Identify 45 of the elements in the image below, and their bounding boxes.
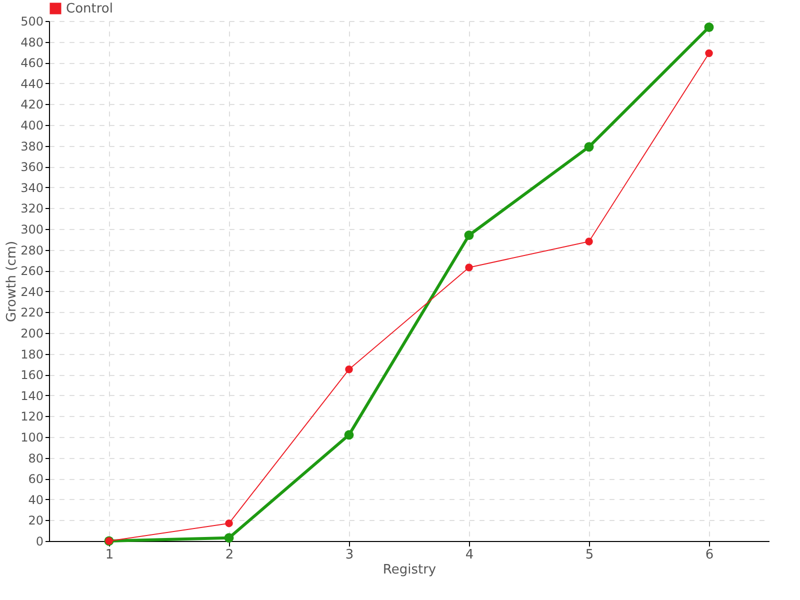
point [225, 519, 233, 528]
y-tick-label: 240 [20, 284, 44, 299]
y-tick-label: 500 [20, 14, 44, 28]
y-tick-label: 280 [20, 243, 44, 258]
y-tick-label: 480 [20, 35, 44, 50]
y-tick-label: 140 [20, 388, 44, 403]
y-tick-label: 260 [20, 264, 44, 278]
y-tick-label: 460 [20, 56, 44, 70]
y-tick-label: 180 [20, 347, 44, 362]
point [584, 142, 594, 152]
y-tick-label: 60 [28, 472, 44, 486]
y-tick-label: 120 [20, 410, 44, 424]
y-tick-label: 80 [28, 451, 44, 466]
point [705, 49, 713, 58]
y-tick-label: 440 [20, 76, 44, 91]
point [465, 264, 473, 272]
point [345, 366, 353, 374]
y-tick-label: 220 [20, 306, 44, 320]
x-tick-label: 6 [705, 548, 714, 562]
point [344, 430, 354, 440]
y-tick-label: 320 [20, 202, 44, 216]
x-tick-label: 2 [225, 548, 234, 562]
y-tick-label: 0 [36, 534, 44, 548]
y-tick-label: 400 [20, 118, 44, 132]
y-tick-label: 380 [20, 139, 44, 154]
y-tick-label: 40 [28, 492, 44, 507]
point [224, 533, 234, 543]
x-axis-title: Registry [382, 562, 436, 578]
y-tick-label: 20 [28, 514, 44, 528]
legend-label: Control [66, 2, 113, 16]
y-tick-label: 300 [20, 222, 44, 236]
y-tick-label: 360 [20, 160, 44, 174]
point [464, 230, 474, 240]
y-tick-label: 100 [20, 430, 44, 444]
point [704, 22, 714, 32]
y-tick-label: 340 [20, 180, 44, 195]
y-tick-label: 160 [20, 368, 44, 382]
x-tick-label: 4 [465, 548, 474, 562]
x-tick-label: 3 [345, 548, 354, 562]
x-tick-label: 5 [585, 548, 594, 562]
y-tick-label: 200 [20, 326, 44, 340]
y-tick-label: 420 [20, 98, 44, 112]
point [585, 238, 593, 246]
y-axis-title: Growth (cm) [4, 240, 20, 322]
x-tick-label: 1 [105, 548, 114, 562]
